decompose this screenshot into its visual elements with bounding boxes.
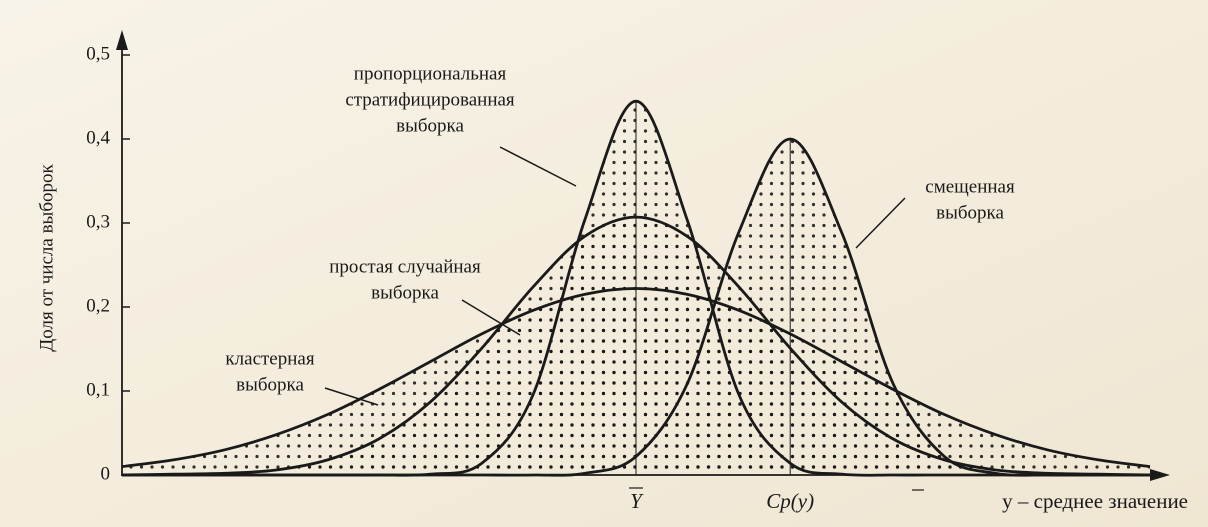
y-tick-label: 0,3 (86, 211, 110, 232)
y-tick-label: 0 (101, 463, 111, 484)
chart: Доля от числа выборок y – среднее значен… (0, 0, 1208, 527)
y-tick-label: 0,2 (86, 295, 110, 316)
series-label: кластерная (225, 348, 314, 369)
series-label: выборка (396, 115, 464, 136)
y-axis-label: Доля от числа выборок (36, 164, 57, 352)
series-label: пропорциональная (354, 63, 507, 84)
series-label: стратифицированная (345, 89, 515, 110)
series-label: смещенная (925, 176, 1015, 197)
x-axis-label: y – среднее значение (1002, 489, 1188, 513)
series-label: простая случайная (329, 256, 481, 277)
series-label: выборка (371, 282, 439, 303)
x-tick-label: Cp(y) (766, 489, 814, 513)
y-tick-label: 0,4 (86, 127, 110, 148)
series-label: выборка (236, 374, 304, 395)
y-tick-label: 0,1 (86, 379, 110, 400)
y-tick-label: 0,5 (86, 43, 110, 64)
series-label: выборка (936, 202, 1004, 223)
